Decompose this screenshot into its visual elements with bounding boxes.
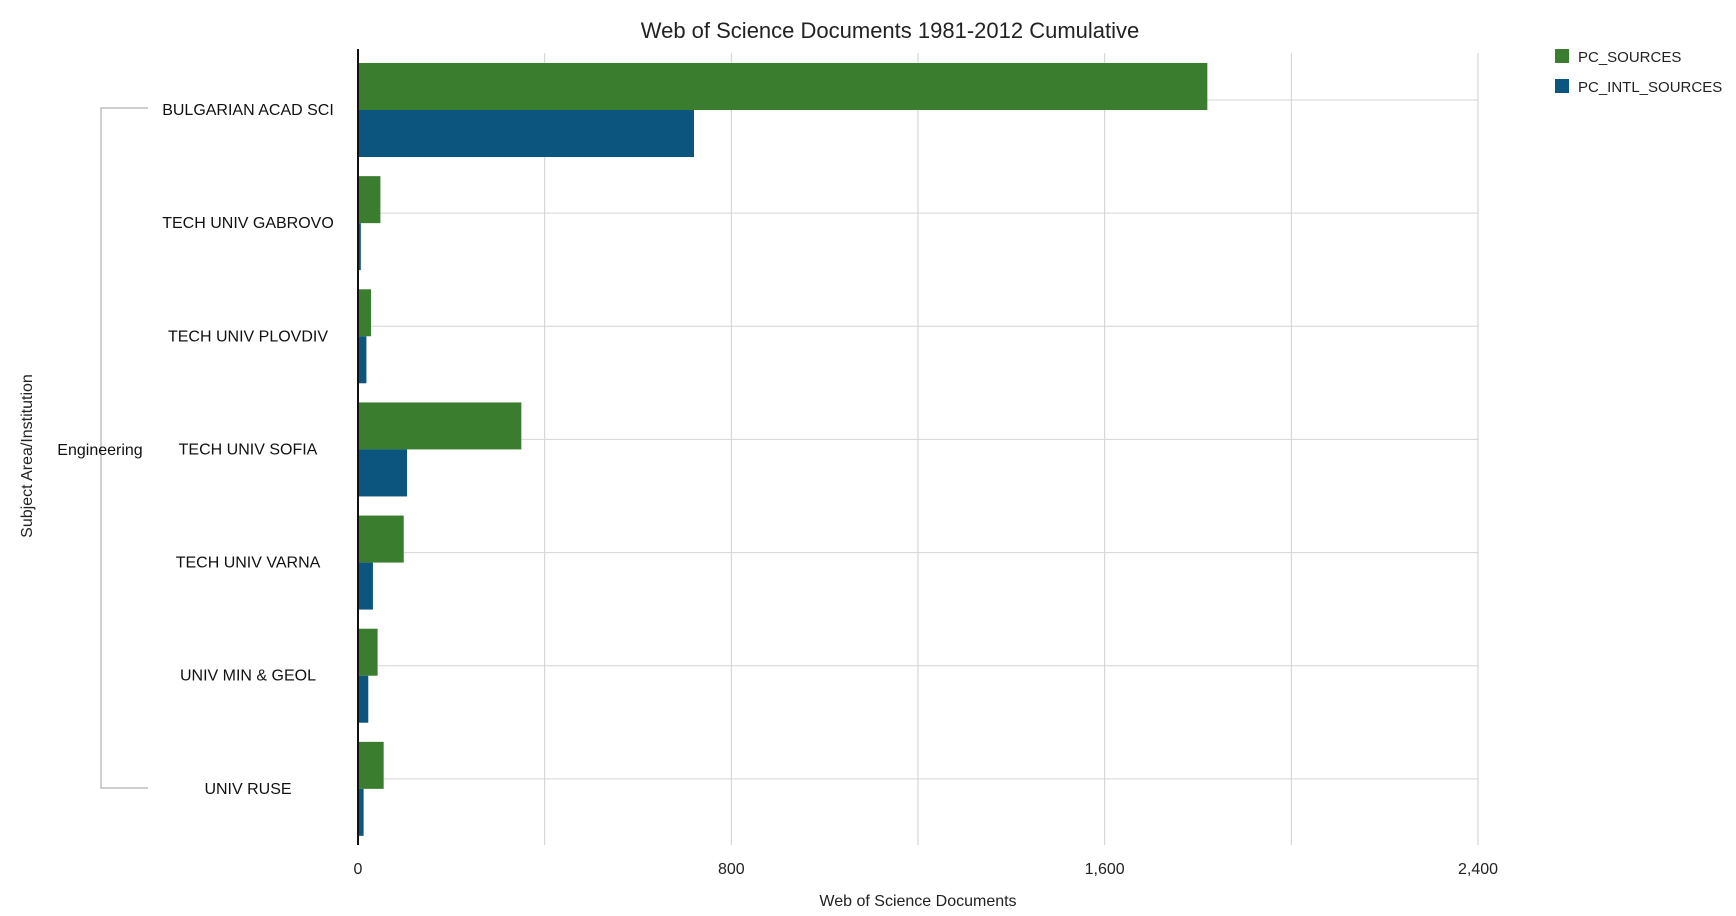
bar-pc-intl-sources-univ-ruse [358,788,364,836]
y-axis-title: Subject Area/Institution [19,374,36,538]
x-axis-title: Web of Science Documents [819,893,1016,910]
category-label-univ-min-and-geol: UNIV MIN & GEOL [180,668,316,685]
bar-layer [358,63,1208,836]
x-tick-label: 800 [718,861,745,878]
bar-pc-intl-sources-tech-univ-sofia [358,449,407,497]
group-label-engineering: Engineering [57,442,142,459]
category-label-univ-ruse: UNIV RUSE [204,781,291,798]
category-label-tech-univ-plovdiv: TECH UNIV PLOVDIV [168,328,328,345]
bar-pc-sources-tech-univ-sofia [358,402,522,450]
legend-label-pc-intl-sources: PC_INTL_SOURCES [1578,79,1722,96]
bar-pc-sources-tech-univ-varna [358,515,404,563]
bar-pc-intl-sources-univ-min-and-geol [358,675,369,723]
bar-pc-intl-sources-tech-univ-plovdiv [358,336,367,384]
bar-pc-intl-sources-tech-univ-varna [358,562,373,610]
bar-pc-sources-univ-min-and-geol [358,628,378,676]
x-tick-label: 1,600 [1085,861,1125,878]
legend-label-pc-sources: PC_SOURCES [1578,49,1681,66]
bar-pc-sources-tech-univ-plovdiv [358,289,372,337]
bar-pc-sources-bulgarian-acad-sci [358,63,1208,110]
legend: PC_SOURCES PC_INTL_SOURCES [1555,49,1722,96]
legend-swatch-pc-sources [1555,49,1569,63]
legend-swatch-pc-intl-sources [1555,79,1569,93]
x-tick-label: 2,400 [1458,861,1498,878]
category-label-tech-univ-gabrovo: TECH UNIV GABROVO [162,215,334,232]
category-label-bulgarian-acad-sci: BULGARIAN ACAD SCI [162,102,334,119]
axis-layer: BULGARIAN ACAD SCI TECH UNIV GABROVO TECH … [162,49,1498,878]
grid-layer [358,53,1479,845]
bar-pc-intl-sources-tech-univ-gabrovo [358,223,361,271]
group-bracket [100,107,148,789]
category-label-tech-univ-varna: TECH UNIV VARNA [176,555,321,572]
bar-pc-intl-sources-bulgarian-acad-sci [358,110,694,157]
bar-pc-sources-univ-ruse [358,741,384,789]
category-label-tech-univ-sofia: TECH UNIV SOFIA [179,441,318,458]
chart-title: Web of Science Documents 1981-2012 Cumul… [641,18,1140,43]
bar-pc-sources-tech-univ-gabrovo [358,176,381,224]
x-tick-label: 0 [354,861,363,878]
